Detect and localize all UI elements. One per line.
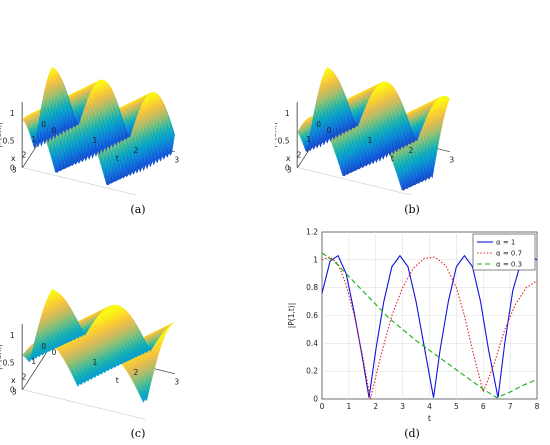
x-tick-label: 2 <box>297 150 302 159</box>
x-tick-label: 0 <box>41 342 46 351</box>
x-tick-label: 6 <box>481 402 486 411</box>
x-tick-label: 5 <box>454 402 459 411</box>
y-tick-label: 1.2 <box>306 228 318 237</box>
y-axis-label: |P(1,t)| <box>287 303 296 329</box>
x-tick-label: 3 <box>287 166 292 175</box>
x-tick-label: 2 <box>373 402 378 411</box>
t-tick-label: 3 <box>174 156 179 165</box>
x-tick-label: 1 <box>306 135 311 144</box>
y-tick-label: 0 <box>313 395 318 404</box>
panel-b: 0 0.5 1 0 1 2 3 0 1 2 3 |P(1,t)| x t <box>269 0 550 215</box>
surface-mesh <box>22 289 175 403</box>
caption-b: (b) <box>404 203 420 216</box>
surface-patch <box>446 96 450 103</box>
t-tick-label: 3 <box>449 156 454 165</box>
line-chart-d: 0 1 2 3 4 5 6 7 8 0 0.2 0.4 0.6 0.8 1 1.2 t |P(1,t)| α = 1… <box>287 228 540 424</box>
y-tick-label: 0.4 <box>306 339 318 348</box>
t-tick-label: 0 <box>52 126 57 135</box>
caption-c: (c) <box>130 427 146 440</box>
legend: α = 1 α = 0.7 α = 0.3 <box>472 233 536 271</box>
z-axis-label: |P(1,t)| <box>0 122 3 148</box>
t-tick-label: 1 <box>93 358 98 367</box>
x-tick-label: 8 <box>535 402 540 411</box>
legend-label-0: α = 1 <box>496 239 515 247</box>
surface-mesh <box>22 67 175 186</box>
t-axis-label: t <box>116 154 119 163</box>
caption-d: (d) <box>404 427 420 440</box>
x-axis-label: x <box>11 154 16 163</box>
z-tick-label: 0 <box>10 164 15 173</box>
z-tick-label: 1 <box>10 331 15 340</box>
t-tick-label: 2 <box>133 368 138 377</box>
surface-mesh <box>297 67 450 191</box>
t-tick-label: 1 <box>368 136 373 145</box>
t-axis-label: t <box>391 154 394 163</box>
caption-a: (a) <box>130 203 146 216</box>
t-tick-label: 2 <box>408 146 413 155</box>
x-tick-label: 7 <box>508 402 513 411</box>
t-tick-label: 0 <box>327 126 332 135</box>
x-tick-label: 1 <box>31 357 36 366</box>
x-tick-label: 3 <box>12 166 17 175</box>
z-tick-label: 0.5 <box>3 136 15 145</box>
z-tick-label: 0 <box>10 386 15 395</box>
x-tick-label: 0 <box>41 120 46 129</box>
y-tick-label: 0.2 <box>306 367 318 376</box>
x-tick-label: 4 <box>427 402 432 411</box>
surface-patch <box>171 321 175 324</box>
z-tick-label: 0 <box>285 164 290 173</box>
x-axis-label: t <box>428 414 431 422</box>
panel-a: 0 0.5 1 0 1 2 3 0 1 2 3 |P(1,t)| x t <box>0 0 275 215</box>
t-tick-label: 0 <box>52 348 57 357</box>
x-tick-label: 0 <box>320 402 325 411</box>
surface-patch <box>171 127 175 144</box>
z-tick-label: 0.5 <box>3 358 15 367</box>
x-tick-label: 2 <box>22 150 27 159</box>
x-tick-label: 3 <box>12 388 17 397</box>
x-tick-label: 1 <box>346 402 351 411</box>
x-tick-label: 2 <box>22 372 27 381</box>
panel-d: 0 1 2 3 4 5 6 7 8 0 0.2 0.4 0.6 0.8 1 1.2 t |P(1,t)| α = 1… <box>275 222 550 424</box>
y-tick-label: 0.8 <box>306 283 318 292</box>
z-axis-label: |P(1,t)| <box>275 122 278 148</box>
x-tick-label: 0 <box>316 120 321 129</box>
z-tick-label: 1 <box>285 109 290 118</box>
panel-c: 0 0.5 1 0 1 2 3 0 1 2 3 |P(1,t)| x t <box>0 222 275 422</box>
z-tick-label: 1 <box>10 109 15 118</box>
series-line-2 <box>321 252 538 399</box>
z-tick-label: 0.5 <box>278 136 290 145</box>
t-tick-label: 1 <box>93 136 98 145</box>
y-tick-label: 0.6 <box>306 311 318 320</box>
legend-label-2: α = 0.3 <box>496 261 522 269</box>
t-tick-label: 2 <box>133 146 138 155</box>
legend-label-1: α = 0.7 <box>496 250 522 258</box>
t-tick-label: 3 <box>174 378 179 387</box>
x-tick-label: 3 <box>400 402 405 411</box>
series-line-1 <box>321 256 538 400</box>
z-axis-label: |P(1,t)| <box>0 344 3 370</box>
x-axis-label: x <box>11 376 16 385</box>
t-axis-label: t <box>116 376 119 385</box>
y-tick-label: 1 <box>313 255 318 264</box>
x-axis-label: x <box>286 154 291 163</box>
x-tick-label: 1 <box>31 135 36 144</box>
